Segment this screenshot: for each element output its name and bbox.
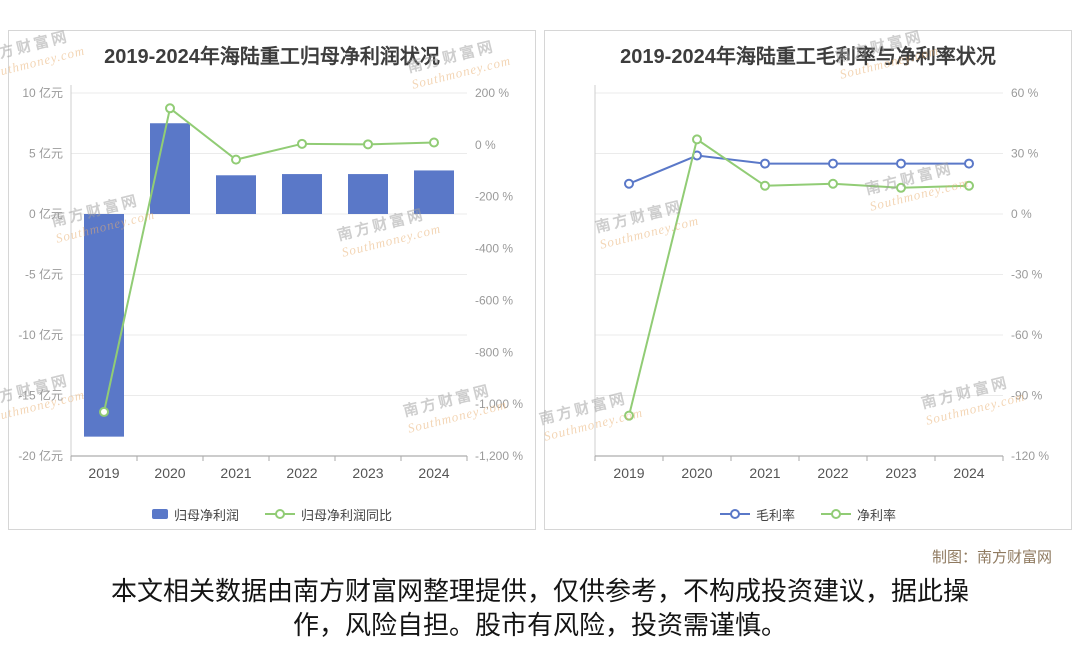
svg-text:2022: 2022 xyxy=(286,465,317,481)
svg-text:60 %: 60 % xyxy=(1011,86,1039,100)
bar-series xyxy=(84,123,454,437)
svg-text:2019: 2019 xyxy=(613,465,644,481)
legend-swatch-line xyxy=(719,509,750,519)
margins-chart-canvas: 60 % 30 % 0 % -30 % -60 % -90 % -120 % 2019 2020… xyxy=(594,85,1049,481)
svg-text:2023: 2023 xyxy=(352,465,383,481)
chart-legend-net-profit: 归母净利润 归母净利润同比 xyxy=(9,501,535,527)
svg-text:-400 %: -400 % xyxy=(475,242,513,256)
svg-text:0 亿元: 0 亿元 xyxy=(29,206,63,221)
svg-text:2020: 2020 xyxy=(154,465,185,481)
svg-text:-90 %: -90 % xyxy=(1011,389,1043,403)
disclaimer-line-1: 本文相关数据由南方财富网整理提供，仅供参考，不构成投资建议，据此操 xyxy=(110,576,969,606)
svg-text:-5 亿元: -5 亿元 xyxy=(25,267,63,282)
legend-item[interactable]: 毛利率 xyxy=(719,505,795,524)
svg-text:2022: 2022 xyxy=(817,465,848,481)
svg-text:-1,000 %: -1,000 % xyxy=(475,397,523,411)
svg-text:-600 %: -600 % xyxy=(475,293,513,307)
svg-text:5 亿元: 5 亿元 xyxy=(29,146,63,161)
legend-item[interactable]: 归母净利润 xyxy=(151,505,239,524)
legend-swatch-line xyxy=(265,509,295,519)
svg-text:-30 %: -30 % xyxy=(1011,268,1043,282)
svg-text:-15 亿元: -15 亿元 xyxy=(18,388,63,403)
svg-text:2024: 2024 xyxy=(418,465,449,481)
chart-title-net-profit: 2019-2024年海陆重工归母净利润状况 xyxy=(104,46,440,68)
legend-label: 净利率 xyxy=(857,507,897,523)
svg-text:0 %: 0 % xyxy=(1011,207,1032,221)
svg-text:2024: 2024 xyxy=(953,465,984,481)
disclaimer: 本文相关数据由南方财富网整理提供，仅供参考，不构成投资建议，据此操 作，风险自担… xyxy=(0,575,1080,643)
svg-text:-120 %: -120 % xyxy=(1011,449,1049,463)
svg-text:2020: 2020 xyxy=(681,465,712,481)
chart-title-margins: 2019-2024年海陆重工毛利率与净利率状况 xyxy=(620,46,996,68)
legend-label: 归母净利润同比 xyxy=(301,507,393,523)
disclaimer-line-2: 作，风险自担。股市有风险，投资需谨慎。 xyxy=(292,609,787,640)
svg-text:2019: 2019 xyxy=(88,465,119,481)
svg-text:200 %: 200 % xyxy=(475,86,509,100)
legend-swatch-bar xyxy=(151,509,168,519)
svg-text:-10 亿元: -10 亿元 xyxy=(18,327,63,342)
svg-text:10 亿元: 10 亿元 xyxy=(22,85,63,100)
legend-swatch-line xyxy=(821,509,851,519)
line-series xyxy=(624,134,974,421)
svg-text:-200 %: -200 % xyxy=(475,190,513,204)
svg-text:2023: 2023 xyxy=(885,465,916,481)
line-series xyxy=(99,103,439,417)
chart-legend-margins: 毛利率 净利率 xyxy=(545,501,1071,527)
svg-text:2021: 2021 xyxy=(749,465,780,481)
svg-text:-20 亿元: -20 亿元 xyxy=(18,448,63,463)
svg-text:2021: 2021 xyxy=(220,465,251,481)
charts-row: 2019-2024年海陆重工归母净利润状况 10 亿元 5 亿元 0 亿元 -5 亿元… xyxy=(8,30,1072,530)
net-profit-chart-canvas: 10 亿元 5 亿元 0 亿元 -5 亿元 -10 亿元 -15 亿元 -20 亿元 200 … xyxy=(18,85,523,481)
line-series xyxy=(624,150,974,189)
svg-text:-1,200 %: -1,200 % xyxy=(475,449,523,463)
legend-label: 毛利率 xyxy=(755,507,795,523)
legend-item[interactable]: 归母净利润同比 xyxy=(265,505,392,524)
legend-item[interactable]: 净利率 xyxy=(821,505,896,524)
svg-text:-800 %: -800 % xyxy=(475,345,513,359)
chart-panel-margins: 2019-2024年海陆重工毛利率与净利率状况 60 % 30 % 0 % -30 %… xyxy=(544,30,1072,530)
chart-credit: 制图：南方财富网 xyxy=(931,549,1052,566)
chart-panel-net-profit: 2019-2024年海陆重工归母净利润状况 10 亿元 5 亿元 0 亿元 -5 亿元… xyxy=(8,30,536,530)
svg-text:30 %: 30 % xyxy=(1011,147,1039,161)
svg-text:-60 %: -60 % xyxy=(1011,328,1043,342)
legend-label: 归母净利润 xyxy=(173,507,239,523)
svg-text:0 %: 0 % xyxy=(475,138,496,152)
